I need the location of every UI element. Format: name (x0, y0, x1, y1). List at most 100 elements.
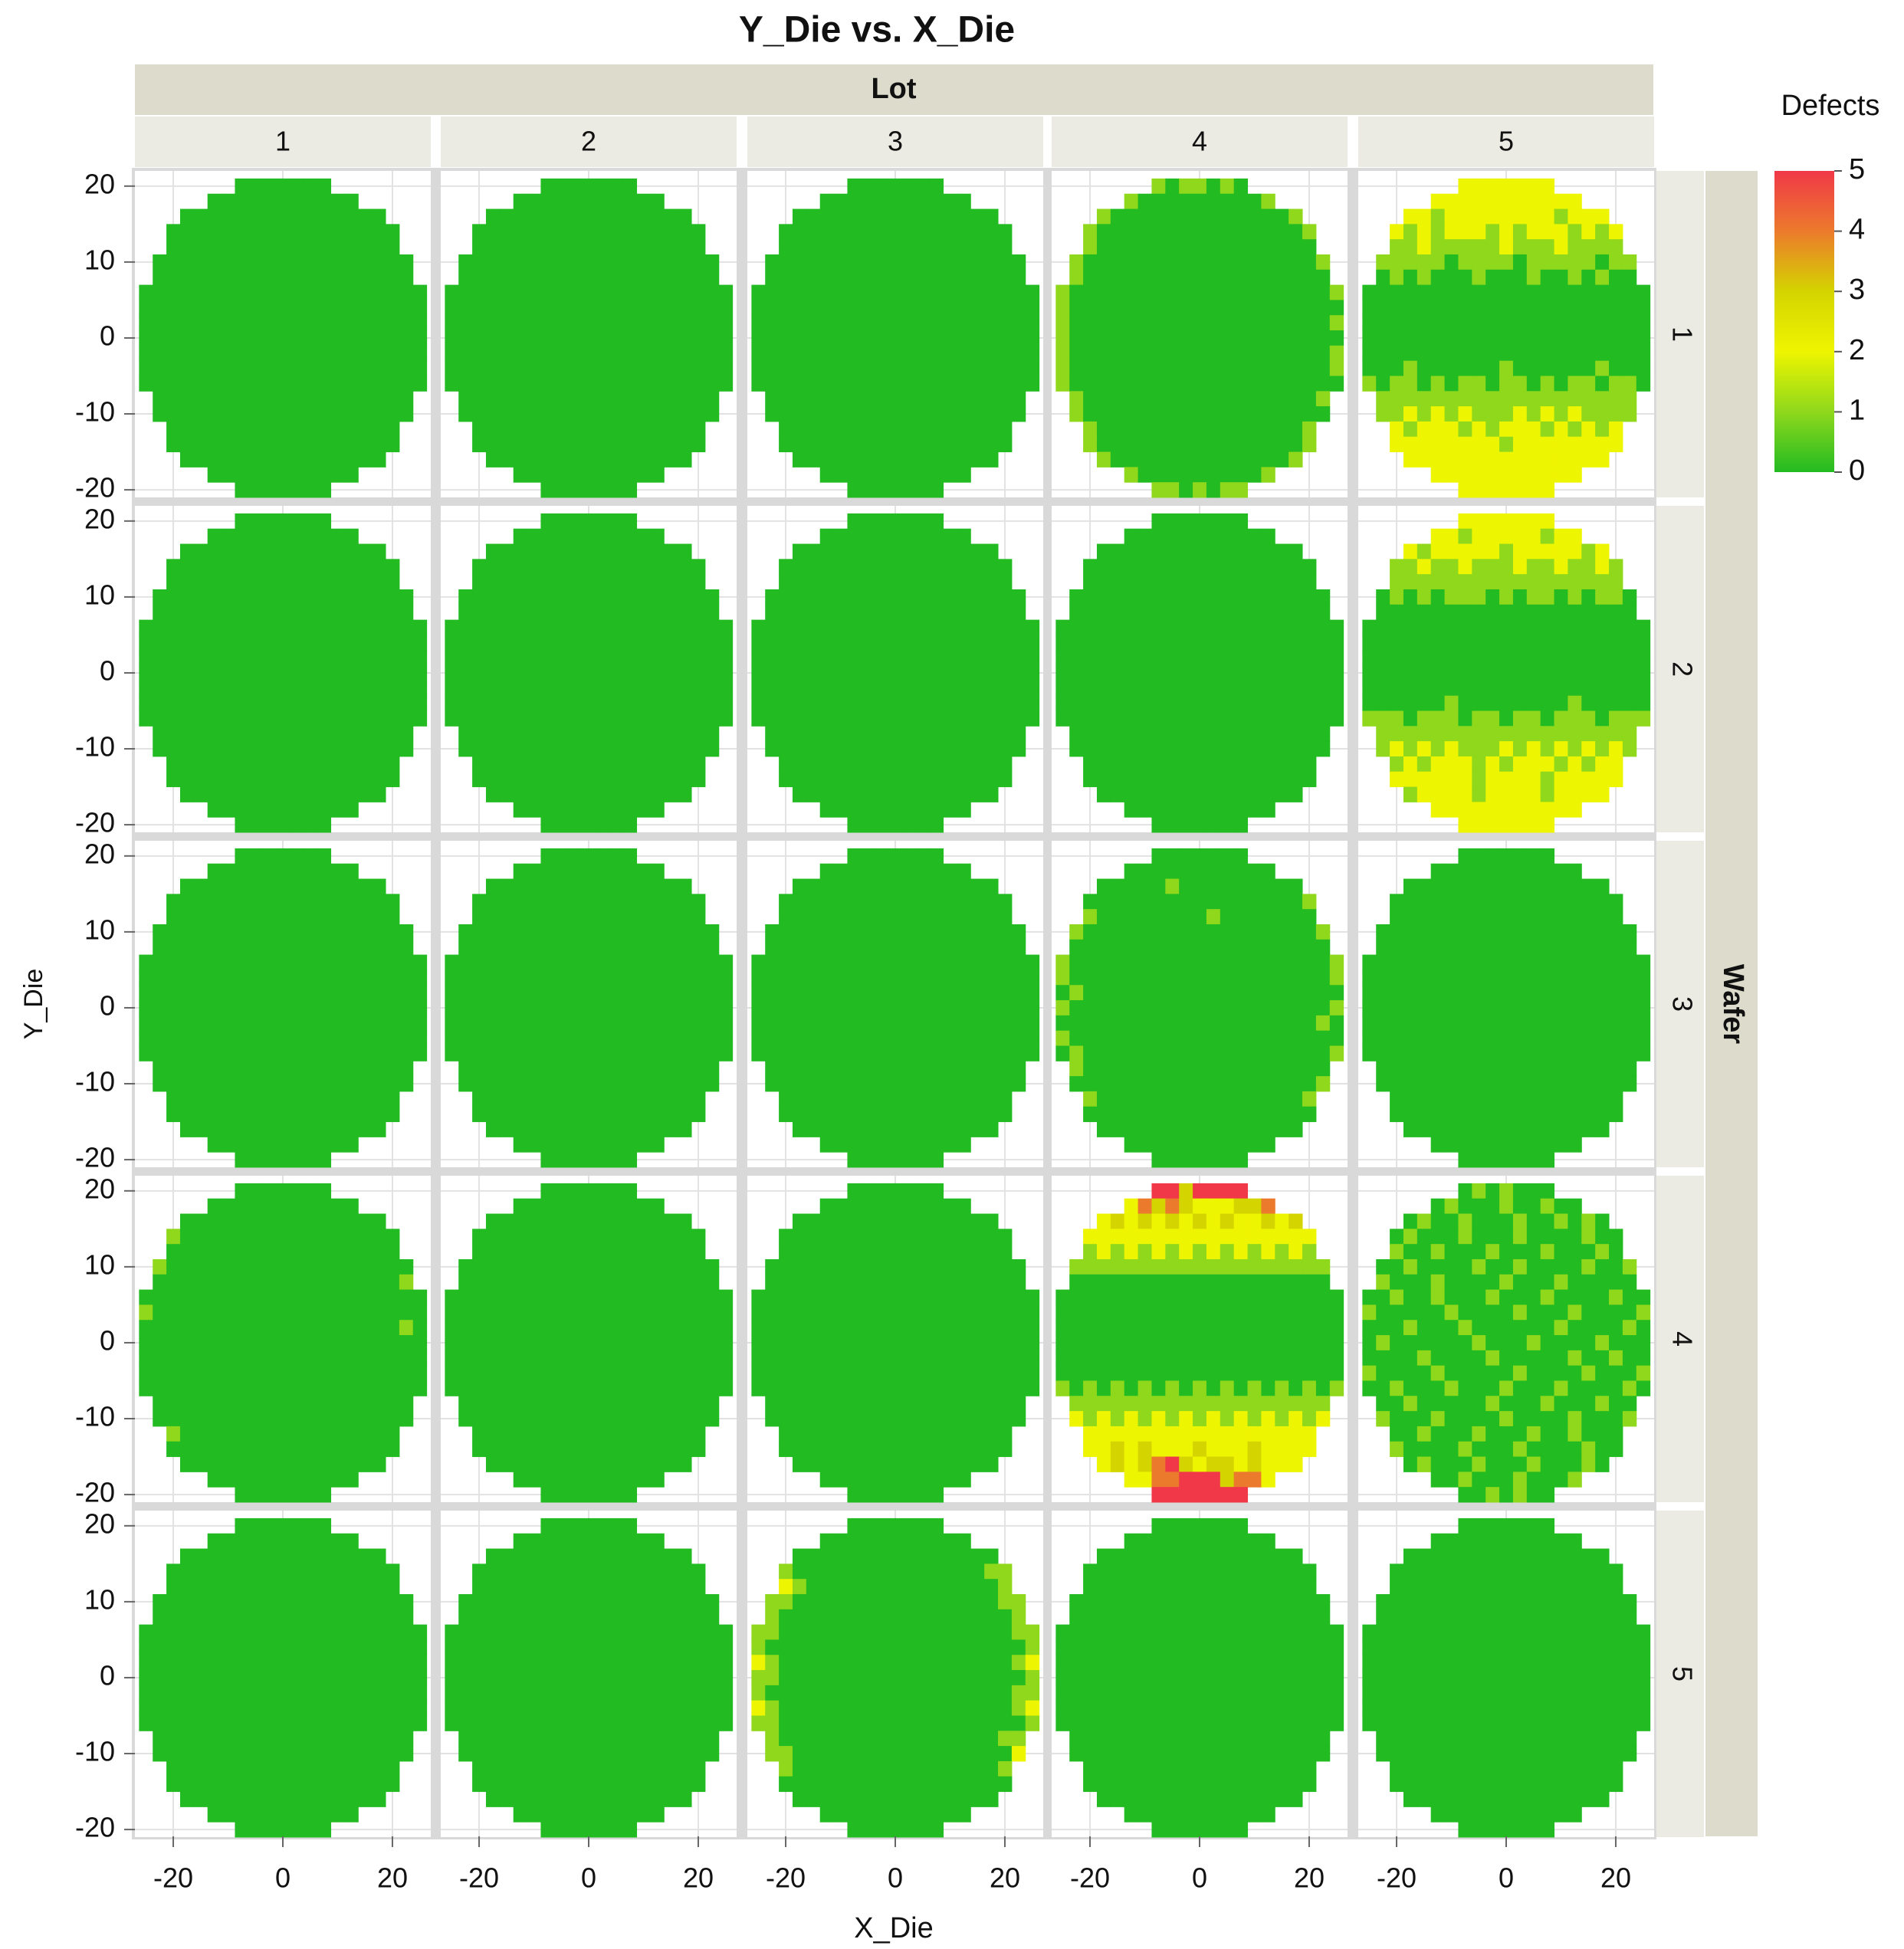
die-cell (1526, 559, 1541, 575)
die-cell (582, 924, 596, 940)
wafer-map (1362, 178, 1651, 498)
die-cell (1390, 315, 1404, 331)
die-cell (513, 559, 528, 575)
die-cell (779, 909, 793, 925)
die-cell (1581, 406, 1596, 422)
die-cell (847, 208, 862, 225)
die-cell (262, 741, 277, 757)
die-cell (1055, 970, 1070, 986)
die-cell (861, 924, 875, 940)
die-cell (372, 330, 386, 346)
die-cell (1151, 559, 1166, 575)
die-cell (445, 360, 459, 376)
die-cell (540, 406, 555, 422)
die-cell (1233, 421, 1249, 438)
die-cell (207, 436, 222, 453)
die-cell (458, 1015, 473, 1032)
die-cell (806, 909, 821, 925)
die-cell (527, 878, 541, 894)
die-cell (1485, 695, 1500, 711)
die-cell (595, 878, 610, 894)
die-cell (554, 513, 569, 530)
die-cell (1540, 786, 1555, 802)
die-cell (1403, 619, 1418, 635)
die-cell (847, 376, 862, 392)
die-cell (1458, 406, 1472, 422)
die-cell (1554, 467, 1568, 483)
die-cell (833, 680, 848, 697)
die-cell (1206, 665, 1221, 681)
die-cell (664, 1030, 678, 1046)
die-cell (1233, 178, 1249, 195)
die-cell (1137, 802, 1152, 818)
die-cell (1165, 786, 1180, 802)
die-cell (1512, 284, 1528, 300)
die-cell (888, 894, 903, 910)
die-cell (915, 863, 931, 880)
die-cell (998, 985, 1013, 1001)
die-cell (779, 436, 793, 453)
die-cell (399, 345, 414, 362)
die-cell (1261, 193, 1275, 210)
die-cell (1011, 1000, 1026, 1016)
die-cell (179, 300, 195, 316)
die-cell (540, 315, 555, 331)
die-cell (609, 1045, 624, 1061)
die-cell (540, 224, 555, 240)
die-cell (330, 239, 345, 255)
die-cell (248, 771, 263, 788)
die-cell (1220, 909, 1235, 925)
die-cell (609, 589, 624, 605)
die-cell (1302, 710, 1317, 727)
die-cell (1581, 315, 1596, 331)
die-cell (943, 543, 957, 559)
die-cell (984, 726, 999, 742)
die-cell (1069, 269, 1084, 286)
die-cell (262, 224, 277, 240)
die-cell (330, 345, 345, 362)
die-cell (1302, 345, 1317, 362)
die-cell (262, 467, 277, 483)
die-cell (1430, 300, 1446, 316)
die-cell (1540, 543, 1555, 559)
die-cell (1512, 467, 1528, 483)
die-cell (1403, 284, 1418, 300)
die-cell (1247, 680, 1262, 697)
die-cell (1595, 695, 1610, 711)
die-cell (1069, 406, 1084, 422)
die-cell (847, 574, 862, 590)
die-cell (139, 1045, 153, 1061)
die-cell (289, 224, 304, 240)
die-cell (1083, 239, 1098, 255)
die-cell (485, 574, 501, 590)
die-cell (513, 878, 528, 894)
die-cell (1417, 741, 1432, 757)
die-cell (678, 315, 692, 331)
die-cell (779, 710, 793, 727)
die-cell (1376, 345, 1390, 362)
die-cell (527, 300, 541, 316)
die-cell (678, 224, 692, 240)
die-cell (970, 451, 985, 468)
die-cell (595, 1091, 610, 1107)
die-cell (595, 1121, 610, 1137)
die-cell (636, 1076, 651, 1092)
die-cell (650, 909, 665, 925)
die-cell (554, 680, 569, 697)
die-cell (1179, 208, 1193, 225)
die-cell (957, 863, 971, 880)
die-cell (1458, 360, 1472, 376)
die-cell (235, 376, 249, 392)
die-cell (1151, 330, 1166, 346)
die-cell (166, 1106, 181, 1123)
die-cell (915, 604, 931, 621)
die-cell (888, 513, 903, 530)
die-cell (622, 970, 638, 986)
die-cell (1540, 451, 1555, 468)
die-cell (582, 710, 596, 727)
die-cell (527, 985, 541, 1001)
die-cell (888, 1106, 903, 1123)
die-cell (1444, 559, 1459, 575)
die-cell (153, 391, 167, 407)
die-cell (861, 726, 875, 742)
